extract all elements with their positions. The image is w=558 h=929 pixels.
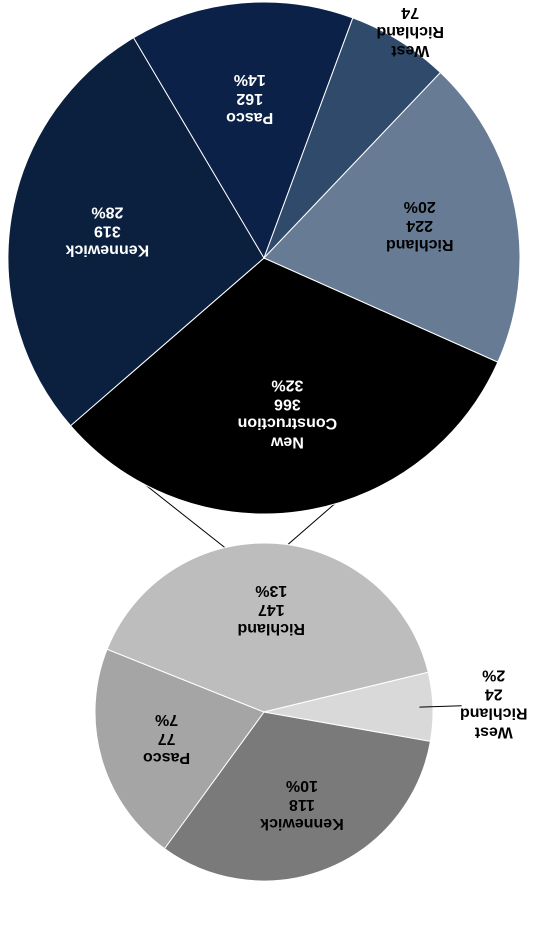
main-pie	[7, 1, 521, 515]
slice-labels: NewConstruction36632% Kennewick31928% Pasc…	[65, 0, 527, 832]
main-slice-new-construction	[69, 257, 499, 515]
secondary-label-kennewick: Kennewick11810%	[260, 777, 344, 832]
secondary-slice-pasco	[94, 648, 265, 850]
secondary-slice-kennewick	[163, 711, 432, 882]
chart-flip-group: NewConstruction36632% Kennewick31928% Pasc…	[7, 0, 528, 882]
main-slice-kennewick	[7, 37, 265, 427]
main-label-west-richland: WestRichland746%	[376, 0, 444, 59]
secondary-label-richland: Richland14713%	[237, 582, 305, 637]
main-label-kennewick: Kennewick31928%	[65, 204, 149, 259]
secondary-slice-richland	[106, 542, 429, 713]
main-label-richland: Richland22420%	[386, 198, 454, 253]
secondary-leader-line-west-richland	[419, 705, 462, 708]
main-slice-richland	[263, 71, 521, 363]
main-label-new-construction: NewConstruction36632%	[238, 376, 338, 450]
secondary-label-west-richland: WestRichland242%	[460, 666, 528, 740]
main-label-pasco: Pasco16214%	[226, 71, 273, 126]
secondary-pie	[94, 542, 434, 882]
main-slice-pasco	[132, 1, 354, 260]
secondary-label-pasco: Pasco777%	[143, 711, 190, 766]
